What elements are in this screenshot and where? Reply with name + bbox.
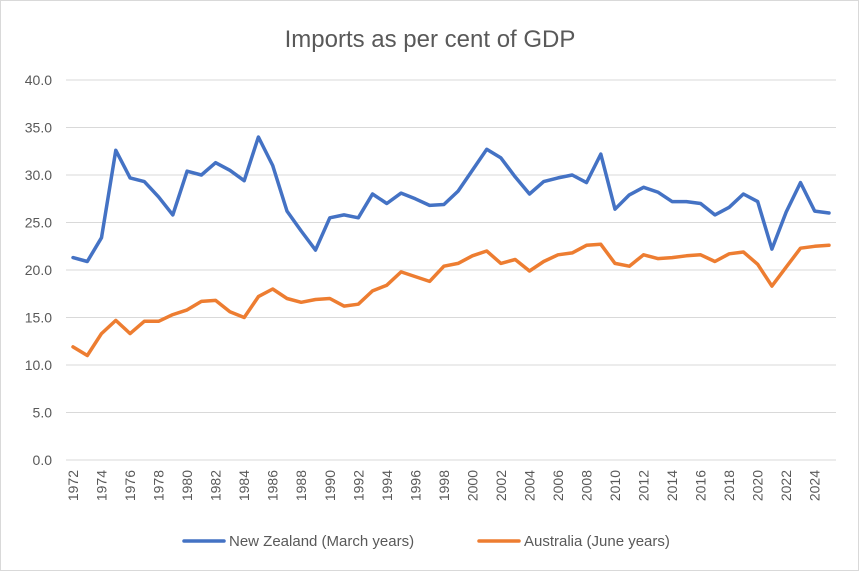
gridlines — [66, 79, 836, 461]
x-tick-label: 1978 — [151, 470, 167, 501]
x-tick-label: 1986 — [265, 470, 281, 501]
x-tick-label: 1994 — [379, 470, 395, 501]
y-tick-label: 35.0 — [25, 120, 52, 136]
chart-title: Imports as per cent of GDP — [285, 26, 576, 53]
x-tick-label: 2004 — [521, 470, 537, 501]
y-tick-label: 15.0 — [25, 310, 52, 326]
x-tick-label: 2010 — [607, 470, 623, 501]
legend: New Zealand (March years) Australia (June… — [182, 533, 670, 550]
legend-label: New Zealand (March years) — [229, 533, 414, 550]
x-tick-label: 1996 — [407, 470, 423, 501]
legend-label: Australia (June years) — [524, 533, 670, 550]
series-lines — [71, 135, 831, 358]
x-tick-label: 1980 — [179, 470, 195, 501]
y-tick-label: 40.0 — [25, 72, 52, 88]
x-tick-label: 2008 — [579, 470, 595, 501]
x-tick-label: 1982 — [208, 470, 224, 501]
series-line-new-zealand — [71, 135, 831, 264]
x-tick-label: 2014 — [664, 470, 680, 501]
x-tick-label: 1972 — [65, 470, 81, 501]
y-axis-ticks: 0.0 5.0 10.0 15.0 20.0 25.0 30.0 35.0 40.0 — [25, 72, 52, 468]
y-tick-label: 5.0 — [33, 405, 53, 421]
x-tick-label: 2000 — [464, 470, 480, 501]
x-tick-label: 1974 — [94, 470, 110, 501]
y-tick-label: 10.0 — [25, 357, 52, 373]
x-tick-label: 1984 — [236, 470, 252, 501]
x-tick-label: 1992 — [350, 470, 366, 501]
x-tick-label: 2012 — [636, 470, 652, 501]
series-line-australia — [71, 242, 831, 358]
y-tick-label: 20.0 — [25, 262, 52, 278]
x-tick-label: 2006 — [550, 470, 566, 501]
x-tick-label: 1988 — [293, 470, 309, 501]
x-tick-label: 2022 — [778, 470, 794, 501]
x-tick-label: 2018 — [721, 470, 737, 501]
x-tick-label: 2020 — [750, 470, 766, 501]
x-tick-label: 1976 — [122, 470, 138, 501]
x-tick-label: 2002 — [493, 470, 509, 501]
y-tick-label: 30.0 — [25, 167, 52, 183]
y-tick-label: 0.0 — [33, 452, 53, 468]
x-tick-label: 2024 — [807, 470, 823, 501]
x-tick-label: 1998 — [436, 470, 452, 501]
x-axis-ticks: 1972 1974 1976 1978 1980 1982 1984 1986 1988 1990… — [65, 470, 823, 501]
y-tick-label: 25.0 — [25, 215, 52, 231]
x-tick-label: 2016 — [693, 470, 709, 501]
x-tick-label: 1990 — [322, 470, 338, 501]
